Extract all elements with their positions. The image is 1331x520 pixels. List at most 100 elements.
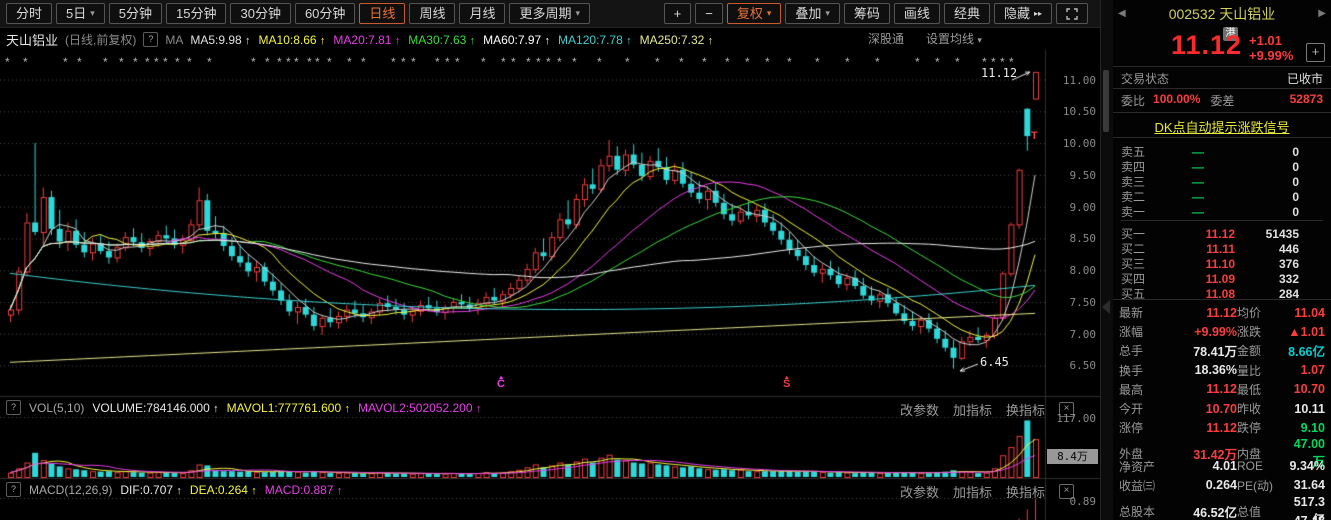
announcement-marker-icon[interactable]: *: [955, 55, 960, 69]
announcement-marker-icon[interactable]: *: [145, 55, 150, 69]
announcement-marker-icon[interactable]: *: [207, 55, 212, 69]
announcement-marker-icon[interactable]: *: [307, 55, 312, 69]
announcement-marker-icon[interactable]: *: [875, 55, 880, 69]
ask-row[interactable]: 卖三 — 0: [1113, 173, 1331, 190]
up-arrow-icon: ↑: [544, 34, 551, 47]
volume-pane-control-1[interactable]: 加指标: [953, 403, 993, 418]
announcement-marker-icon[interactable]: *: [702, 55, 707, 69]
stat-row: 净资产 4.01 ROE 9.34%: [1113, 457, 1331, 476]
set-ma-button[interactable]: 设置均线 ▾: [926, 32, 982, 46]
help-icon[interactable]: ?: [143, 32, 159, 47]
stat-label: 今开: [1119, 402, 1144, 416]
announcement-marker-icon[interactable]: *: [1000, 55, 1005, 69]
announcement-marker-icon[interactable]: *: [361, 55, 366, 69]
bid-row[interactable]: 买四 11.09 332: [1113, 270, 1331, 287]
c-event-marker[interactable]: ▲ Ĉ: [497, 375, 505, 390]
announcement-marker-icon[interactable]: *: [435, 55, 440, 69]
announcement-marker-icon[interactable]: *: [391, 55, 396, 69]
announcement-marker-icon[interactable]: *: [251, 55, 256, 69]
announcement-marker-icon[interactable]: *: [982, 55, 987, 69]
add-to-watchlist-button[interactable]: +: [1306, 43, 1325, 62]
orderbook-divider: [1121, 220, 1323, 221]
ma-header-right: 深股通 设置均线 ▾: [868, 30, 982, 47]
announcement-marker-icon[interactable]: *: [277, 55, 282, 69]
ask-row[interactable]: 卖五 — 0: [1113, 143, 1331, 160]
announcement-marker-icon[interactable]: *: [536, 55, 541, 69]
announcement-marker-icon[interactable]: *: [445, 55, 450, 69]
dk-signal-link[interactable]: DK点自动提示涨跌信号: [1154, 120, 1290, 135]
announcement-marker-icon[interactable]: *: [327, 55, 332, 69]
announcement-marker-icon[interactable]: *: [845, 55, 850, 69]
announcement-marker-icon[interactable]: *: [787, 55, 792, 69]
announcement-marker-icon[interactable]: *: [557, 55, 562, 69]
announcement-marker-icon[interactable]: *: [725, 55, 730, 69]
announcement-marker-icon[interactable]: *: [481, 55, 486, 69]
bid-row[interactable]: 买二 11.11 446: [1113, 240, 1331, 257]
announcement-marker-icon[interactable]: *: [526, 55, 531, 69]
announcement-marker-icon[interactable]: *: [765, 55, 770, 69]
divider-scrollbar-thumb[interactable]: [1103, 70, 1109, 132]
macd-pane-close-icon[interactable]: ×: [1059, 484, 1075, 499]
s-event-marker[interactable]: ▲ Ŝ: [783, 375, 791, 390]
announcement-marker-icon[interactable]: *: [119, 55, 124, 69]
announcement-marker-icon[interactable]: *: [411, 55, 416, 69]
bid-row[interactable]: 买三 11.10 376: [1113, 255, 1331, 272]
stat-label: 收益㈢: [1119, 478, 1156, 493]
announcement-marker-icon[interactable]: *: [163, 55, 168, 69]
help-icon[interactable]: ?: [6, 482, 21, 497]
ask-row[interactable]: 卖一 — 0: [1113, 203, 1331, 220]
announcement-marker-icon[interactable]: *: [815, 55, 820, 69]
announcement-marker-icon[interactable]: *: [991, 55, 996, 69]
announcement-marker-icon[interactable]: *: [187, 55, 192, 69]
prev-stock-arrow[interactable]: ◀: [1118, 8, 1126, 19]
announcement-marker-icon[interactable]: *: [597, 55, 602, 69]
volume-pane-close-icon[interactable]: ×: [1059, 402, 1075, 417]
macd-pane-control-1[interactable]: 加指标: [953, 485, 993, 500]
announcement-marker-icon[interactable]: *: [455, 55, 460, 69]
announcement-marker-icon[interactable]: *: [347, 55, 352, 69]
announcement-marker-icon[interactable]: *: [294, 55, 299, 69]
volume-pane-control-0[interactable]: 改参数: [900, 403, 940, 418]
volume-pane-control-2[interactable]: 换指标: [1006, 403, 1046, 418]
stat-row: 最新 11.12 均价 11.04: [1113, 303, 1331, 322]
announcement-marker-icon[interactable]: *: [265, 55, 270, 69]
announcement-marker-icon[interactable]: *: [63, 55, 68, 69]
announcement-marker-icon[interactable]: *: [745, 55, 750, 69]
macd-pane-control-2[interactable]: 换指标: [1006, 485, 1046, 500]
announcement-marker-icon[interactable]: *: [511, 55, 516, 69]
announcement-marker-icon[interactable]: *: [935, 55, 940, 69]
announcement-marker-icon[interactable]: *: [5, 55, 10, 69]
bid-row[interactable]: 买五 11.08 284: [1113, 285, 1331, 302]
announcement-marker-icon[interactable]: *: [154, 55, 159, 69]
chart-panel-divider[interactable]: [1100, 0, 1114, 520]
kline-chart-canvas[interactable]: [0, 0, 1100, 520]
stock-code-name: 002532 天山铝业: [1168, 6, 1276, 22]
ask-row[interactable]: 卖二 — 0: [1113, 188, 1331, 205]
announcement-marker-icon[interactable]: *: [655, 55, 660, 69]
announcement-marker-icon[interactable]: *: [23, 55, 28, 69]
announcement-marker-icon[interactable]: *: [286, 55, 291, 69]
panel-collapse-handle[interactable]: [1102, 300, 1110, 314]
announcement-marker-icon[interactable]: *: [133, 55, 138, 69]
announcement-marker-icon[interactable]: *: [546, 55, 551, 69]
ask-row[interactable]: 卖四 — 0: [1113, 158, 1331, 175]
next-stock-arrow[interactable]: ▶: [1318, 8, 1326, 19]
stat-value: 0.264: [1205, 478, 1237, 493]
announcement-marker-icon[interactable]: *: [77, 55, 82, 69]
announcement-marker-icon[interactable]: *: [1009, 55, 1014, 69]
help-icon[interactable]: ?: [6, 400, 21, 415]
announcement-marker-icon[interactable]: *: [401, 55, 406, 69]
announcement-marker-icon[interactable]: *: [501, 55, 506, 69]
announcement-marker-icon[interactable]: *: [625, 55, 630, 69]
announcement-marker-icon[interactable]: *: [103, 55, 108, 69]
announcement-marker-icon[interactable]: *: [315, 55, 320, 69]
macd-pane-control-0[interactable]: 改参数: [900, 485, 940, 500]
announcement-marker-icon[interactable]: *: [679, 55, 684, 69]
stat-value: 4.01: [1212, 459, 1237, 474]
announcement-marker-icon[interactable]: *: [915, 55, 920, 69]
divider: [1113, 66, 1331, 67]
announcement-marker-icon[interactable]: *: [175, 55, 180, 69]
limit-t-marker: T: [1031, 130, 1038, 142]
announcement-marker-icon[interactable]: *: [572, 55, 577, 69]
bid-row[interactable]: 买一 11.12 51435: [1113, 225, 1331, 242]
